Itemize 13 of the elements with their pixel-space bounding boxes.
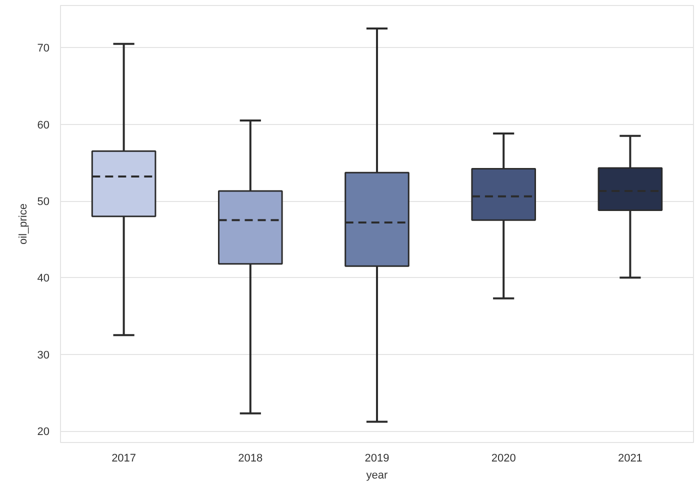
y-tick-label: 70 [37, 42, 50, 55]
y-tick-label: 50 [37, 196, 50, 208]
y-axis-title: oil_price [17, 204, 30, 244]
y-tick-label: 30 [37, 349, 50, 362]
x-tick-label: 2017 [112, 452, 136, 464]
y-tick-label: 40 [37, 272, 50, 285]
x-tick-label: 2018 [238, 452, 263, 464]
x-axis-title: year [366, 470, 388, 482]
x-tick-label: 2020 [491, 452, 516, 464]
y-tick-label: 20 [37, 426, 50, 438]
y-tick-label: 60 [37, 119, 50, 132]
x-tick-label: 2021 [618, 452, 642, 464]
x-tick-label: 2019 [364, 452, 390, 464]
